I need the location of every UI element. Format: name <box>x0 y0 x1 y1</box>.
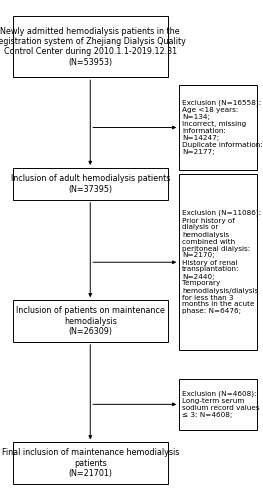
Text: Exclusion (N=11086):
Prior history of
dialysis or
hemodialysis
combined with
per: Exclusion (N=11086): Prior history of di… <box>182 210 261 314</box>
FancyBboxPatch shape <box>13 442 168 484</box>
FancyBboxPatch shape <box>13 168 168 200</box>
FancyBboxPatch shape <box>179 84 256 170</box>
Text: Inclusion of patients on maintenance
hemodialysis
(N=26309): Inclusion of patients on maintenance hem… <box>16 306 165 336</box>
FancyBboxPatch shape <box>13 16 168 78</box>
FancyBboxPatch shape <box>13 300 168 342</box>
FancyBboxPatch shape <box>179 174 256 350</box>
Text: Final inclusion of maintenance hemodialysis
patients
(N=21701): Final inclusion of maintenance hemodialy… <box>2 448 179 478</box>
Text: Inclusion of adult hemodialysis patients
(N=37395): Inclusion of adult hemodialysis patients… <box>11 174 170 194</box>
Text: Newly admitted hemodialysis patients in the
registration system of Zhejiang Dial: Newly admitted hemodialysis patients in … <box>0 26 186 66</box>
FancyBboxPatch shape <box>179 378 256 430</box>
Text: Exclusion (N=16558):
Age <18 years:
N=134;
Incorrect, missing
information:
N=142: Exclusion (N=16558): Age <18 years: N=13… <box>182 100 263 155</box>
Text: Exclusion (N=4608):
Long-term serum
sodium record values
≤ 3: N=4608;: Exclusion (N=4608): Long-term serum sodi… <box>182 390 260 418</box>
